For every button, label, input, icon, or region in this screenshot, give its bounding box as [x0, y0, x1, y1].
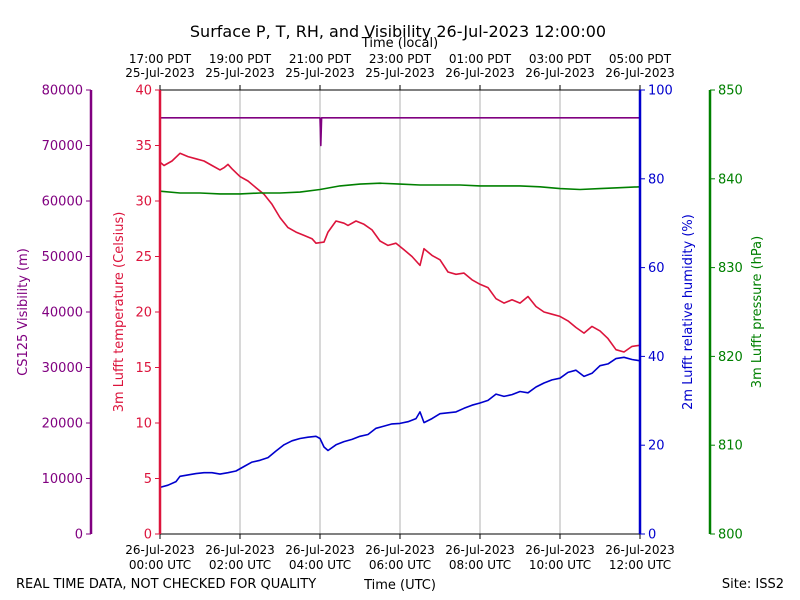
x-tick-label-date: 26-Jul-2023 [205, 543, 275, 557]
temperature-axis-tick-label: 35 [135, 139, 152, 154]
x-tick-label-utc: 10:00 UTC [529, 558, 591, 572]
x-tick-label-date: 26-Jul-2023 [125, 543, 195, 557]
temperature-series-line [159, 152, 641, 353]
x-tick-label-utc: 04:00 UTC [289, 558, 351, 572]
visibility-axis-tick-label: 30000 [42, 361, 83, 376]
chart-title: Surface P, T, RH, and Visibility 26-Jul-… [190, 22, 606, 41]
top-tick-label-time: 01:00 PDT [449, 52, 512, 66]
top-tick-label-time: 21:00 PDT [289, 52, 352, 66]
temperature-axis-tick-label: 20 [135, 306, 152, 321]
pressure-axis-tick-label: 830 [718, 261, 743, 276]
x-tick-label-date: 26-Jul-2023 [605, 543, 675, 557]
pressure-axis-tick-label: 840 [718, 172, 743, 187]
top-tick-label-time: 17:00 PDT [129, 52, 192, 66]
visibility-axis-tick-label: 60000 [42, 195, 83, 210]
top-tick-label-time: 19:00 PDT [209, 52, 272, 66]
series-layer [159, 117, 641, 489]
top-tick-label-date: 25-Jul-2023 [125, 66, 195, 80]
visibility-axis-tick-label: 50000 [42, 250, 83, 265]
footer-left: REAL TIME DATA, NOT CHECKED FOR QUALITY [16, 577, 316, 592]
pressure-series-line [159, 182, 641, 195]
x-tick-label-utc: 12:00 UTC [609, 558, 671, 572]
temperature-axis-tick-label: 0 [144, 528, 152, 543]
temperature-axis-tick-label: 40 [135, 84, 152, 99]
x-tick-label-utc: 06:00 UTC [369, 558, 431, 572]
visibility-axis-tick-label: 40000 [42, 306, 83, 321]
footer-right: Site: ISS2 [722, 577, 784, 592]
visibility-axis-tick-label: 10000 [42, 472, 83, 487]
temperature-axis-tick-label: 5 [144, 472, 152, 487]
temperature-axis-tick-label: 15 [135, 361, 152, 376]
visibility-series-line [160, 117, 640, 147]
temperature-axis-label: 3m Lufft temperature (Celsius) [112, 212, 127, 413]
x-tick-label-utc: 00:00 UTC [129, 558, 191, 572]
x-tick-label-utc: 02:00 UTC [209, 558, 271, 572]
temperature-axis-tick-label: 30 [135, 195, 152, 210]
visibility-axis-tick-label: 20000 [42, 417, 83, 432]
temperature-axis-tick-label: 25 [135, 250, 152, 265]
humidity-axis-tick-label: 100 [648, 84, 673, 99]
top-tick-label-date: 26-Jul-2023 [605, 66, 675, 80]
pressure-axis-label: 3m Lufft pressure (hPa) [750, 236, 765, 388]
humidity-axis-tick-label: 20 [648, 439, 665, 454]
visibility-axis-label: CS125 Visibility (m) [16, 248, 31, 376]
pressure-axis-tick-label: 810 [718, 439, 743, 454]
x-axis-label: Time (UTC) [363, 578, 436, 593]
pressure-axis-tick-label: 850 [718, 84, 743, 99]
top-tick-label-date: 25-Jul-2023 [285, 66, 355, 80]
top-tick-label-date: 26-Jul-2023 [525, 66, 595, 80]
visibility-axis-tick-label: 80000 [42, 84, 83, 99]
top-tick-label-date: 26-Jul-2023 [445, 66, 515, 80]
visibility-axis-tick-label: 0 [75, 528, 83, 543]
humidity-axis-label: 2m Lufft relative humidity (%) [681, 214, 696, 410]
x-tick-label-date: 26-Jul-2023 [445, 543, 515, 557]
top-tick-label-time: 23:00 PDT [369, 52, 432, 66]
x-tick-label-utc: 08:00 UTC [449, 558, 511, 572]
temperature-axis-tick-label: 10 [135, 417, 152, 432]
x-tick-label-date: 26-Jul-2023 [525, 543, 595, 557]
top-tick-label-date: 25-Jul-2023 [365, 66, 435, 80]
humidity-axis-tick-label: 40 [648, 350, 665, 365]
x-tick-label-date: 26-Jul-2023 [285, 543, 355, 557]
x-tick-label-date: 26-Jul-2023 [365, 543, 435, 557]
pressure-axis-tick-label: 800 [718, 528, 743, 543]
grid [239, 90, 561, 534]
humidity-axis-tick-label: 60 [648, 261, 665, 276]
visibility-axis-tick-label: 70000 [42, 139, 83, 154]
top-tick-label-time: 05:00 PDT [609, 52, 672, 66]
humidity-axis-tick-label: 0 [648, 528, 656, 543]
top-axis-label: Time (local) [361, 36, 438, 51]
pressure-axis-tick-label: 820 [718, 350, 743, 365]
top-tick-label-time: 03:00 PDT [529, 52, 592, 66]
humidity-series-line [159, 356, 641, 489]
humidity-axis-tick-label: 80 [648, 172, 665, 187]
top-tick-label-date: 25-Jul-2023 [205, 66, 275, 80]
